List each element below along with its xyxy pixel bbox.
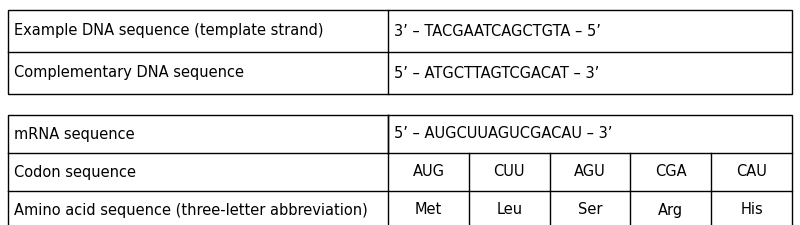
Text: Met: Met bbox=[415, 202, 442, 218]
Text: Ser: Ser bbox=[578, 202, 602, 218]
Text: CGA: CGA bbox=[655, 164, 686, 180]
Text: Complementary DNA sequence: Complementary DNA sequence bbox=[14, 65, 244, 81]
Text: CAU: CAU bbox=[736, 164, 767, 180]
Text: 5’ – ATGCTTAGTCGACAT – 3’: 5’ – ATGCTTAGTCGACAT – 3’ bbox=[394, 65, 599, 81]
Bar bbox=[8, 115, 792, 225]
Text: AGU: AGU bbox=[574, 164, 606, 180]
Text: His: His bbox=[740, 202, 763, 218]
Text: Leu: Leu bbox=[496, 202, 522, 218]
Text: mRNA sequence: mRNA sequence bbox=[14, 126, 134, 142]
Text: Arg: Arg bbox=[658, 202, 683, 218]
Text: 5’ – AUGCUUAGUCGACAU – 3’: 5’ – AUGCUUAGUCGACAU – 3’ bbox=[394, 126, 613, 142]
Text: Codon sequence: Codon sequence bbox=[14, 164, 136, 180]
Text: CUU: CUU bbox=[494, 164, 525, 180]
Text: AUG: AUG bbox=[413, 164, 445, 180]
Text: Amino acid sequence (three-letter abbreviation): Amino acid sequence (three-letter abbrev… bbox=[14, 202, 368, 218]
Text: Example DNA sequence (template strand): Example DNA sequence (template strand) bbox=[14, 23, 323, 38]
Bar bbox=[8, 10, 792, 94]
Text: 3’ – TACGAATCAGCTGTA – 5’: 3’ – TACGAATCAGCTGTA – 5’ bbox=[394, 23, 601, 38]
